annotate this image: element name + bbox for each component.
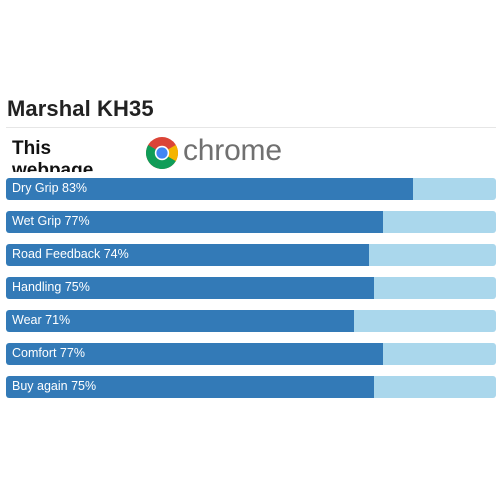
rating-bar-dry-grip: Dry Grip 83% <box>6 178 496 200</box>
rating-bar-fill <box>6 244 369 266</box>
rating-bar-fill <box>6 376 374 398</box>
ratings-list: Dry Grip 83% Wet Grip 77% Road Feedback … <box>6 178 496 409</box>
rating-bar-fill <box>6 178 413 200</box>
rating-bar-fill <box>6 310 354 332</box>
rating-bar-label: Comfort 77% <box>12 346 85 360</box>
embed-blocked-notice: This webpage is <box>12 138 94 172</box>
rating-bar-fill <box>6 343 384 365</box>
rating-bar-wear: Wear 71% <box>6 310 496 332</box>
rating-bar-fill <box>6 211 384 233</box>
rating-bar-label: Dry Grip 83% <box>12 181 88 195</box>
rating-bar-label: Wet Grip 77% <box>12 214 90 228</box>
rating-bar-label: Road Feedback 74% <box>12 247 129 261</box>
rating-bar-label: Wear 71% <box>12 313 71 327</box>
rating-bar-buy-again: Buy again 75% <box>6 376 496 398</box>
chrome-logo-icon <box>145 137 178 170</box>
rating-bar-label: Buy again 75% <box>12 379 97 393</box>
rating-bar-road-feedback: Road Feedback 74% <box>6 244 496 266</box>
rating-bar-label: Handling 75% <box>12 280 90 294</box>
rating-bar-handling: Handling 75% <box>6 277 496 299</box>
product-title: Marshal KH35 <box>7 96 154 121</box>
title-divider <box>6 127 496 128</box>
rating-bar-wet-grip: Wet Grip 77% <box>6 211 496 233</box>
rating-bar-fill <box>6 277 374 299</box>
rating-bar-comfort: Comfort 77% <box>6 343 496 365</box>
chrome-wordmark: chrome <box>183 134 282 167</box>
